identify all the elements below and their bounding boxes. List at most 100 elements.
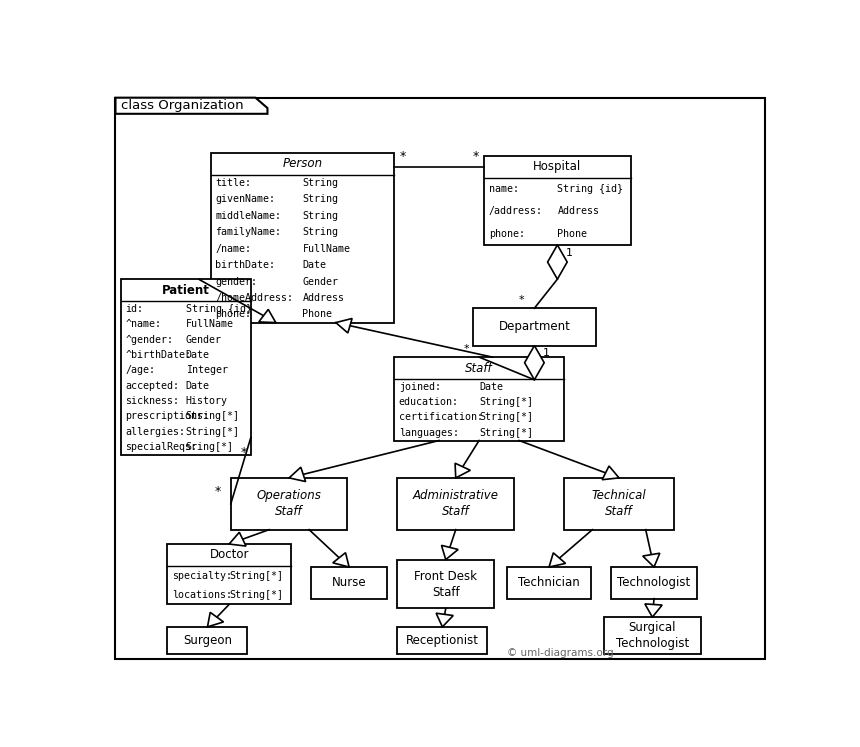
Text: History: History bbox=[186, 396, 228, 406]
Text: prescriptions:: prescriptions: bbox=[126, 412, 210, 421]
Text: Address: Address bbox=[303, 293, 345, 303]
Text: © uml-diagrams.org: © uml-diagrams.org bbox=[507, 648, 614, 658]
Text: *: * bbox=[214, 485, 221, 498]
Polygon shape bbox=[645, 604, 662, 617]
Text: givenName:: givenName: bbox=[216, 194, 275, 205]
Text: String: String bbox=[303, 194, 339, 205]
FancyBboxPatch shape bbox=[397, 560, 494, 609]
FancyBboxPatch shape bbox=[310, 567, 387, 598]
Polygon shape bbox=[525, 346, 544, 379]
FancyBboxPatch shape bbox=[168, 544, 291, 604]
Text: ^birthDate:: ^birthDate: bbox=[126, 350, 192, 360]
Text: birthDate:: birthDate: bbox=[216, 260, 275, 270]
Text: Doctor: Doctor bbox=[209, 548, 249, 562]
Text: *: * bbox=[399, 149, 406, 163]
Text: joined:: joined: bbox=[399, 382, 441, 391]
Text: title:: title: bbox=[216, 178, 251, 188]
Text: *: * bbox=[241, 446, 248, 459]
Text: Date: Date bbox=[186, 350, 210, 360]
Text: String: String bbox=[303, 178, 339, 188]
FancyBboxPatch shape bbox=[604, 617, 701, 654]
Text: String[*]: String[*] bbox=[229, 590, 283, 600]
FancyBboxPatch shape bbox=[564, 478, 674, 530]
Text: Gender: Gender bbox=[186, 335, 222, 344]
Text: specialReqs:: specialReqs: bbox=[126, 442, 198, 452]
Text: class Organization: class Organization bbox=[121, 99, 244, 112]
Text: Date: Date bbox=[303, 260, 327, 270]
Polygon shape bbox=[436, 613, 453, 627]
Text: Date: Date bbox=[186, 381, 210, 391]
Text: Sring[*]: Sring[*] bbox=[186, 442, 234, 452]
Text: String[*]: String[*] bbox=[479, 428, 533, 438]
FancyBboxPatch shape bbox=[397, 478, 514, 530]
Text: Administrative
Staff: Administrative Staff bbox=[413, 489, 499, 518]
Text: 1: 1 bbox=[543, 348, 550, 359]
Text: familyName:: familyName: bbox=[216, 227, 281, 238]
Polygon shape bbox=[207, 613, 224, 627]
Text: Phone: Phone bbox=[557, 229, 587, 239]
Text: Address: Address bbox=[557, 206, 599, 217]
Text: middleName:: middleName: bbox=[216, 211, 281, 221]
Text: phone:: phone: bbox=[488, 229, 525, 239]
Text: *: * bbox=[519, 295, 525, 306]
FancyBboxPatch shape bbox=[507, 567, 591, 598]
Polygon shape bbox=[333, 553, 349, 567]
Text: ^gender:: ^gender: bbox=[126, 335, 174, 344]
Text: name:: name: bbox=[488, 184, 519, 194]
Polygon shape bbox=[548, 245, 568, 279]
Text: Phone: Phone bbox=[303, 309, 333, 320]
Text: Staff: Staff bbox=[465, 362, 493, 374]
Text: Technical
Staff: Technical Staff bbox=[592, 489, 647, 518]
Text: certification:: certification: bbox=[399, 412, 482, 422]
FancyBboxPatch shape bbox=[397, 627, 488, 654]
Text: locations:: locations: bbox=[172, 590, 232, 600]
Text: specialty:: specialty: bbox=[172, 571, 232, 580]
Polygon shape bbox=[549, 553, 566, 567]
Text: /age:: /age: bbox=[126, 365, 156, 376]
Text: Integer: Integer bbox=[186, 365, 228, 376]
Text: String: String bbox=[303, 227, 339, 238]
Text: Hospital: Hospital bbox=[533, 160, 581, 173]
Text: Surgeon: Surgeon bbox=[183, 634, 232, 647]
Text: phone:: phone: bbox=[216, 309, 251, 320]
Text: Operations
Staff: Operations Staff bbox=[256, 489, 322, 518]
Text: String[*]: String[*] bbox=[229, 571, 283, 580]
Text: *: * bbox=[472, 149, 479, 163]
Text: String: String bbox=[303, 211, 339, 221]
Text: String {id}: String {id} bbox=[186, 304, 252, 314]
FancyBboxPatch shape bbox=[230, 478, 347, 530]
Polygon shape bbox=[259, 309, 276, 323]
Text: *: * bbox=[464, 344, 469, 354]
FancyBboxPatch shape bbox=[484, 156, 630, 245]
Text: allergies:: allergies: bbox=[126, 427, 186, 437]
FancyBboxPatch shape bbox=[168, 627, 248, 654]
FancyBboxPatch shape bbox=[120, 279, 251, 455]
Text: /address:: /address: bbox=[488, 206, 543, 217]
Polygon shape bbox=[115, 98, 267, 114]
Text: Person: Person bbox=[282, 158, 322, 170]
Text: String {id}: String {id} bbox=[557, 184, 624, 194]
FancyBboxPatch shape bbox=[211, 153, 394, 323]
Text: Gender: Gender bbox=[303, 276, 339, 287]
Text: Technician: Technician bbox=[519, 577, 580, 589]
Polygon shape bbox=[602, 466, 619, 480]
Text: Nurse: Nurse bbox=[332, 577, 366, 589]
Text: /name:: /name: bbox=[216, 244, 251, 254]
Text: Date: Date bbox=[479, 382, 503, 391]
FancyBboxPatch shape bbox=[473, 309, 596, 346]
Polygon shape bbox=[289, 467, 305, 482]
Text: accepted:: accepted: bbox=[126, 381, 180, 391]
Text: Patient: Patient bbox=[162, 284, 210, 297]
FancyBboxPatch shape bbox=[394, 357, 564, 441]
Text: String[*]: String[*] bbox=[479, 397, 533, 407]
Polygon shape bbox=[455, 463, 470, 478]
Text: languages:: languages: bbox=[399, 428, 458, 438]
Text: Receptionist: Receptionist bbox=[406, 634, 479, 647]
Text: Front Desk
Staff: Front Desk Staff bbox=[415, 569, 477, 598]
Text: Surgical
Technologist: Surgical Technologist bbox=[616, 622, 689, 651]
Polygon shape bbox=[335, 318, 352, 333]
Polygon shape bbox=[441, 545, 458, 560]
Polygon shape bbox=[642, 554, 660, 567]
Text: gender:: gender: bbox=[216, 276, 257, 287]
Text: id:: id: bbox=[126, 304, 144, 314]
